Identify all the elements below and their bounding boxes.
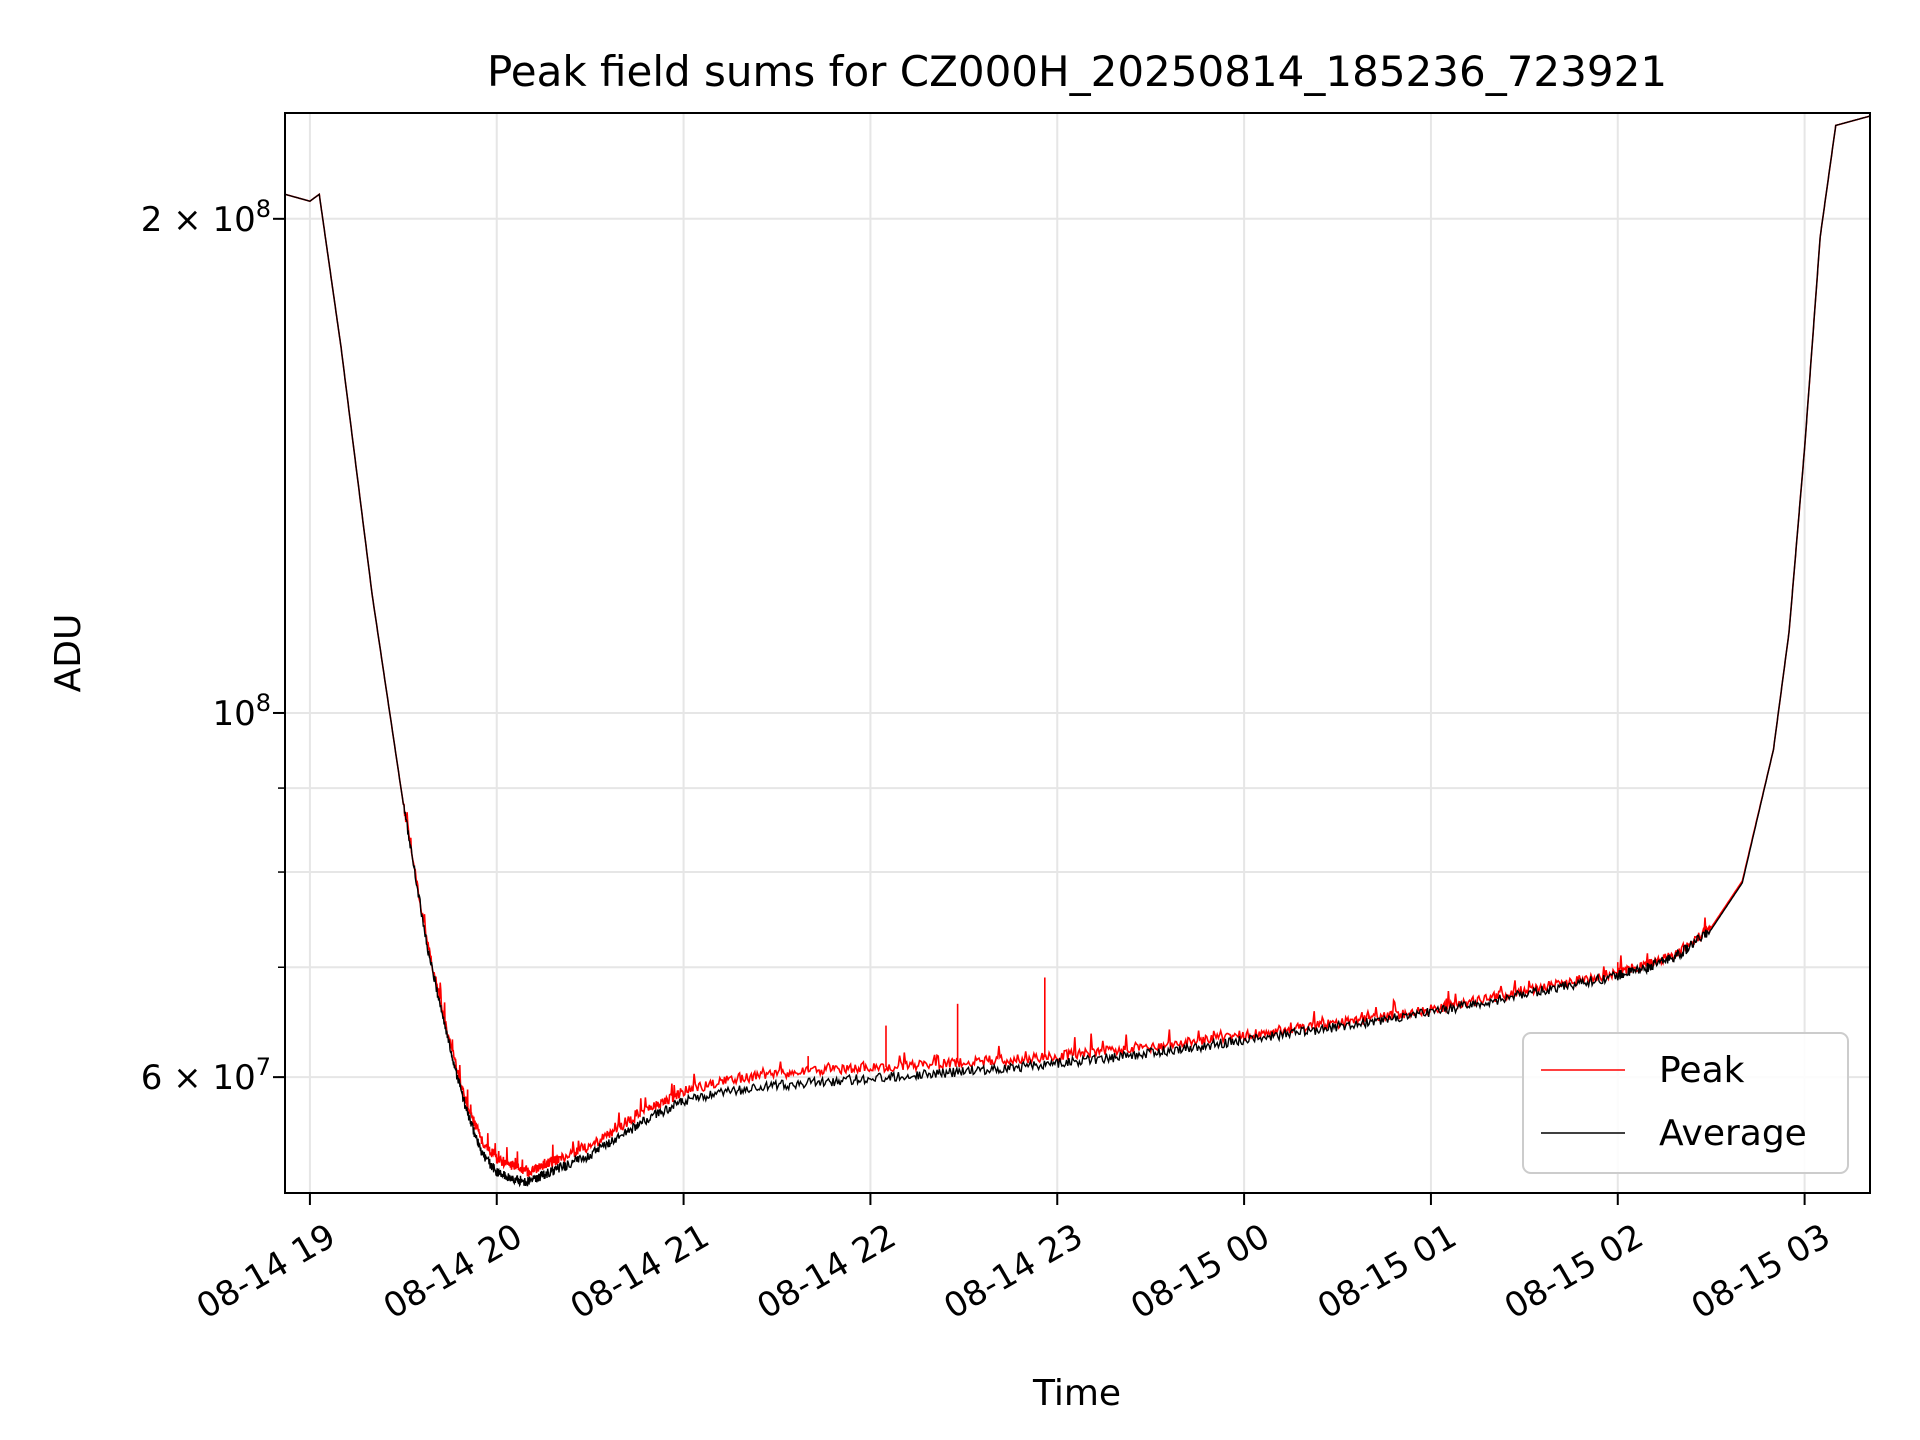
- series-line-peak: [284, 115, 1871, 1177]
- legend-label-peak: Peak: [1659, 1050, 1745, 1091]
- y-axis: 6 × 107 108 2 × 108: [141, 195, 285, 1098]
- plot-lines: [284, 115, 1871, 1188]
- legend-frame: [1522, 1032, 1849, 1174]
- y-tick-label: 2 × 108: [141, 195, 271, 240]
- y-axis-label: ADU: [48, 614, 89, 693]
- chart-title: Peak field sums for CZ000H_20250814_1852…: [487, 47, 1667, 96]
- legend: Peak Average: [1522, 1032, 1849, 1174]
- grid: [285, 113, 1870, 1193]
- legend-label-average: Average: [1659, 1113, 1807, 1154]
- y-tick-label: 6 × 107: [141, 1053, 271, 1098]
- plot-frame: [284, 112, 1871, 1194]
- y-tick-label: 108: [212, 689, 271, 734]
- x-axis-label: Time: [1032, 1373, 1121, 1414]
- series-line-average: [284, 115, 1871, 1188]
